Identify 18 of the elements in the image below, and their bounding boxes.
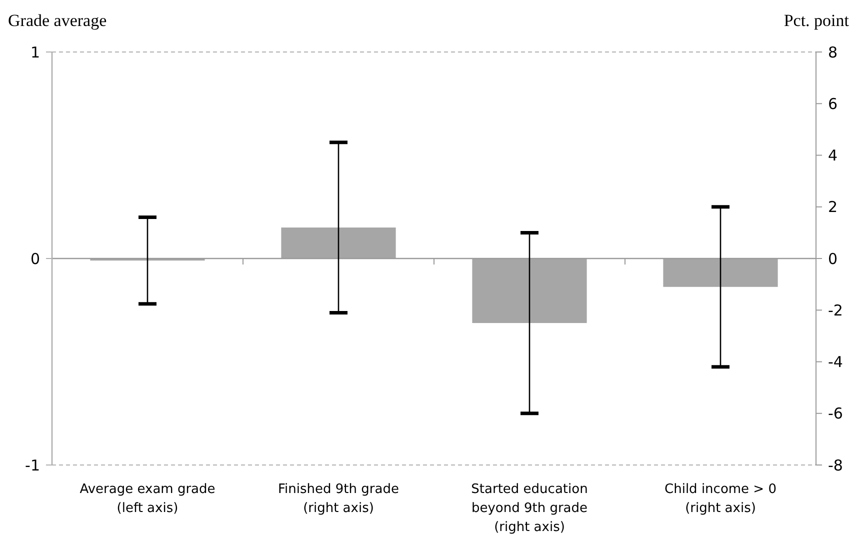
y-axis-title: Grade average bbox=[8, 11, 107, 30]
y2-tick-label: -4 bbox=[828, 353, 843, 371]
x-tick-label: Average exam grade (left axis) bbox=[80, 482, 216, 516]
y2-tick-label: -2 bbox=[828, 301, 843, 320]
x-tick-label: Child income > 0 (right axis) bbox=[664, 482, 776, 516]
y2-tick-label: 2 bbox=[828, 198, 838, 216]
y-tick-label: 0 bbox=[30, 250, 40, 268]
y2-tick-label: -6 bbox=[828, 404, 843, 423]
y2-tick-label: -8 bbox=[828, 456, 843, 474]
y-tick-label: 1 bbox=[30, 43, 40, 62]
y2-axis-title: Pct. point bbox=[784, 11, 850, 30]
x-tick-label: Started education beyond 9th grade (right axis) bbox=[471, 482, 588, 535]
y2-tick-label: 6 bbox=[828, 94, 838, 113]
y2-tick-label: 8 bbox=[828, 43, 838, 62]
y-tick-label: -1 bbox=[25, 456, 40, 474]
x-tick-label: Finished 9th grade (right axis) bbox=[278, 482, 399, 516]
y2-tick-label: 0 bbox=[828, 250, 838, 268]
y2-tick-label: 4 bbox=[828, 146, 838, 164]
